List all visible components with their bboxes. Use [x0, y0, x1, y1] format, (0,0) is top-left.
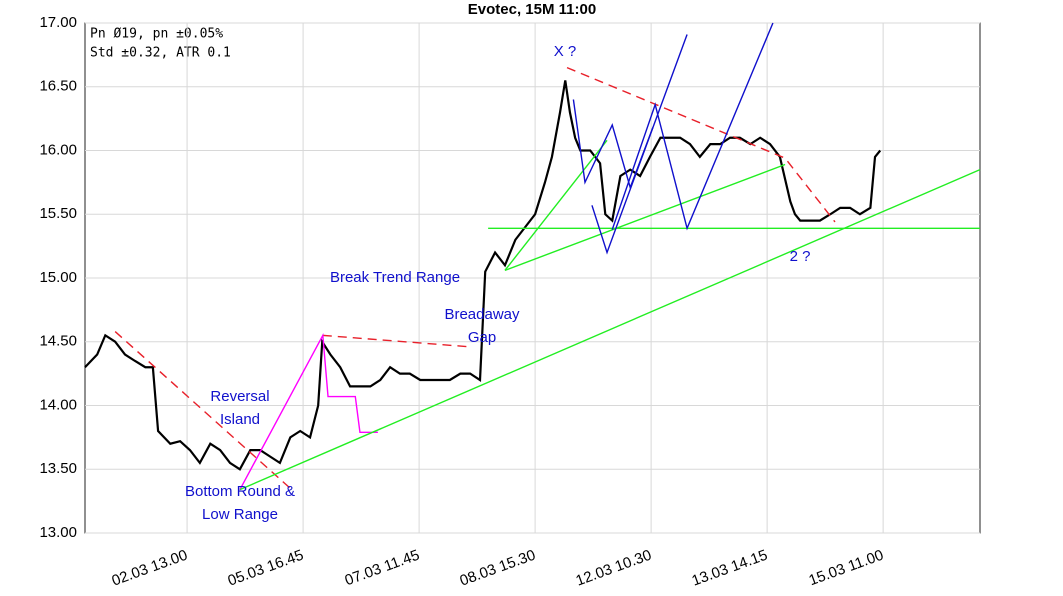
x-tick-label: 13.03 14.15	[690, 547, 770, 590]
x-tick-label: 02.03 13.00	[110, 547, 190, 590]
price-line	[84, 80, 882, 471]
trend-line	[322, 334, 471, 348]
x-tick-label: 15.03 11.00	[807, 547, 886, 590]
annotation: Island	[220, 411, 260, 428]
chart-title: Evotec, 15M 11:00	[468, 1, 596, 18]
trend-line	[566, 66, 836, 223]
y-tick-label: 15.50	[39, 205, 77, 222]
stats: Std ±0.32, ATR 0.1	[90, 46, 231, 61]
annotation: X ?	[554, 43, 577, 60]
annotation: Break Trend Range	[330, 269, 460, 286]
trend-line	[504, 139, 608, 271]
x-tick-label: 05.03 16.45	[226, 547, 306, 590]
annotation: Reversal	[210, 388, 269, 405]
y-tick-label: 13.50	[39, 460, 77, 477]
trend-line	[611, 22, 774, 231]
stats: Pn Ø19, pn ±0.05%	[90, 27, 223, 42]
y-tick-label: 15.00	[39, 269, 77, 286]
x-tick-label: 07.03 11.45	[343, 547, 422, 590]
trend-line	[239, 168, 981, 491]
y-tick-label: 16.50	[39, 78, 77, 95]
y-tick-label: 14.00	[39, 396, 77, 413]
trend-line	[239, 332, 378, 490]
trend-line	[504, 163, 786, 272]
y-tick-label: 16.00	[39, 141, 77, 158]
trend-line	[114, 331, 291, 489]
annotation: Low Range	[202, 506, 278, 523]
y-tick-label: 14.50	[39, 333, 77, 350]
annotation: Gap	[468, 329, 496, 346]
annotation: 2 ?	[790, 248, 811, 265]
trend-line	[591, 34, 688, 255]
annotation: Breadaway	[444, 306, 520, 323]
y-tick-label: 13.00	[39, 524, 77, 541]
y-tick-label: 17.00	[39, 14, 77, 31]
x-tick-label: 12.03 10.30	[574, 547, 654, 590]
x-tick-label: 08.03 15.30	[458, 547, 538, 590]
annotation: Bottom Round &	[185, 483, 295, 500]
